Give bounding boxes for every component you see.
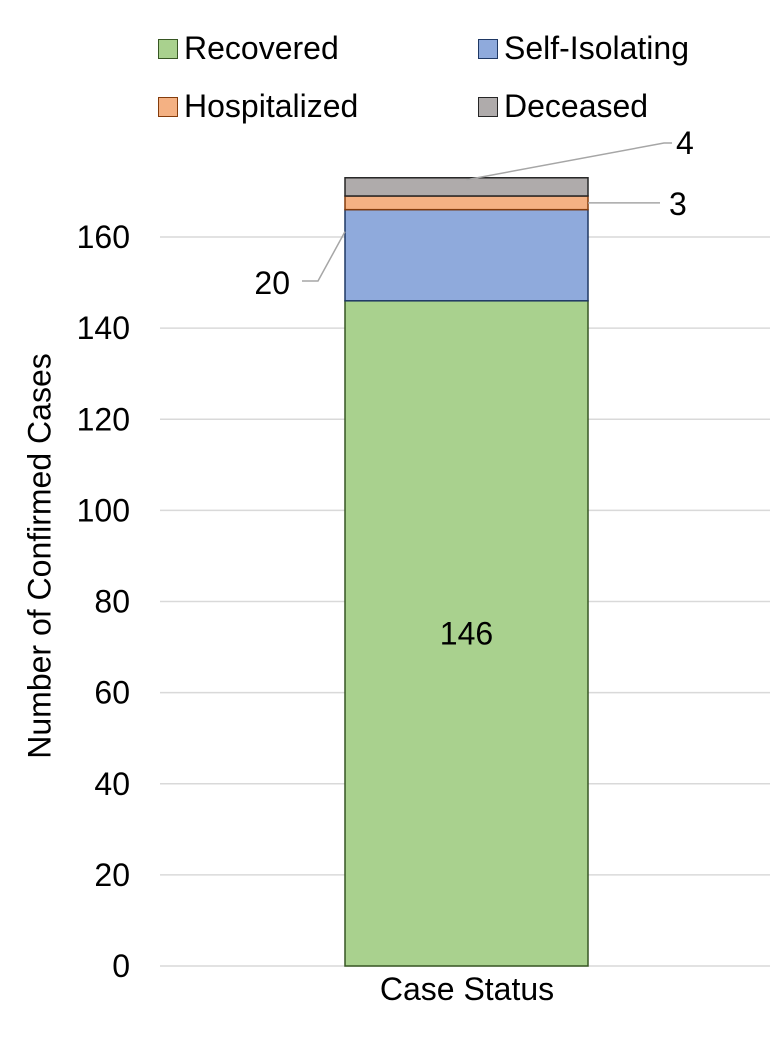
- bar-segment-recovered: [344, 300, 589, 967]
- bar-segment-hospitalized: [344, 195, 589, 211]
- legend-item-recovered: Recovered: [158, 30, 339, 67]
- bar-segment-deceased: [344, 177, 589, 197]
- y-tick-label-0: 0: [112, 948, 130, 984]
- leader-line-deceased: [466, 142, 672, 181]
- x-category-label: Case Status: [380, 971, 554, 1007]
- legend-label-self-isolating: Self-Isolating: [504, 30, 689, 66]
- data-label-hospitalized: 3: [669, 186, 687, 222]
- legend-swatch-hospitalized: [158, 96, 178, 117]
- y-tick-label-160: 160: [77, 219, 130, 255]
- legend-swatch-recovered: [158, 38, 178, 59]
- y-tick-label-100: 100: [77, 492, 130, 528]
- legend-swatch-self-isolating: [478, 38, 498, 59]
- bar-layer: [344, 177, 589, 967]
- data-label-deceased: 4: [676, 125, 694, 161]
- legend-item-self-isolating: Self-Isolating: [478, 30, 689, 67]
- y-tick-label-140: 140: [77, 310, 130, 346]
- data-label-layer: 146 20 3 4: [254, 125, 693, 651]
- bar-segment-self-isolating: [344, 208, 589, 302]
- leader-line-self-isolating: [302, 231, 346, 282]
- data-label-recovered: 146: [440, 615, 493, 651]
- legend-label-recovered: Recovered: [184, 30, 339, 66]
- y-tick-layer: 0 20 40 60 80 100 120 140 160: [77, 219, 130, 984]
- y-tick-label-60: 60: [94, 675, 130, 711]
- y-tick-label-120: 120: [77, 401, 130, 437]
- legend-item-deceased: Deceased: [478, 88, 648, 125]
- y-tick-label-80: 80: [94, 584, 130, 620]
- legend-item-hospitalized: Hospitalized: [158, 88, 358, 125]
- legend-swatch-deceased: [478, 96, 498, 117]
- legend-label-hospitalized: Hospitalized: [184, 88, 359, 124]
- y-tick-label-20: 20: [94, 857, 130, 893]
- legend: Recovered Self-Isolating Hospitalized De…: [0, 0, 781, 140]
- legend-label-deceased: Deceased: [504, 88, 649, 124]
- y-tick-label-40: 40: [94, 766, 130, 802]
- data-label-self-isolating: 20: [254, 265, 290, 301]
